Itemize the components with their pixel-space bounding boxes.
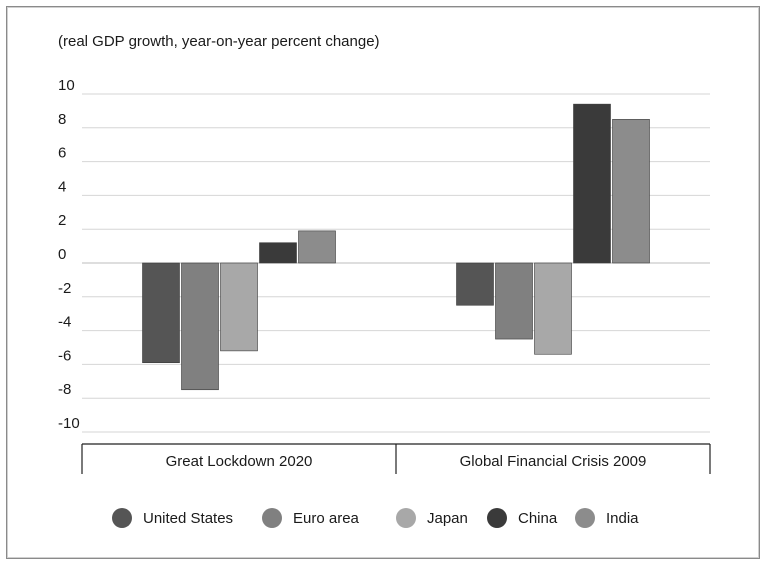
y-tick-label: 10 bbox=[58, 77, 75, 94]
y-tick-label: -10 bbox=[58, 415, 80, 432]
bar-euro-area-1 bbox=[495, 262, 533, 340]
bar-united-states-1 bbox=[456, 262, 494, 306]
bar-china-0 bbox=[259, 242, 297, 264]
bar-euro-area-0 bbox=[181, 262, 219, 391]
bar-india-1 bbox=[612, 119, 650, 264]
legend-swatch bbox=[112, 508, 132, 528]
y-tick-label: 8 bbox=[58, 111, 66, 128]
bar-united-states-0 bbox=[142, 262, 180, 364]
legend-label: Japan bbox=[427, 510, 468, 527]
y-tick-label: -2 bbox=[58, 280, 71, 297]
legend: United States Euro area Japan China India bbox=[112, 508, 639, 528]
y-tick-label: 4 bbox=[58, 178, 66, 195]
y-tick-label: -8 bbox=[58, 381, 71, 398]
bar-japan-0 bbox=[220, 262, 258, 352]
y-tick-label: 0 bbox=[58, 246, 66, 263]
y-tick-label: -6 bbox=[58, 347, 71, 364]
legend-label: China bbox=[518, 510, 558, 527]
x-axis: Great Lockdown 2020 Global Financial Cris… bbox=[81, 443, 711, 474]
legend-label: Euro area bbox=[293, 510, 360, 527]
bar-india-0 bbox=[298, 230, 336, 264]
chart-frame bbox=[6, 6, 760, 559]
bar-japan-1 bbox=[534, 262, 572, 355]
legend-swatch bbox=[396, 508, 416, 528]
legend-swatch bbox=[575, 508, 595, 528]
x-category-label: Global Financial Crisis 2009 bbox=[460, 453, 647, 470]
legend-swatch bbox=[487, 508, 507, 528]
bar-china-1 bbox=[573, 103, 611, 264]
y-tick-label: 6 bbox=[58, 145, 66, 162]
y-tick-label: -4 bbox=[58, 314, 71, 331]
bars bbox=[142, 103, 650, 391]
legend-label: India bbox=[606, 510, 639, 527]
chart-title: (real GDP growth, year-on-year percent c… bbox=[58, 33, 380, 50]
y-tick-label: 2 bbox=[58, 212, 66, 229]
legend-label: United States bbox=[143, 510, 233, 527]
x-category-label: Great Lockdown 2020 bbox=[166, 453, 313, 470]
y-axis-ticks: 10 8 6 4 2 0 -2 -4 -6 -8 -10 bbox=[58, 77, 80, 432]
legend-swatch bbox=[262, 508, 282, 528]
